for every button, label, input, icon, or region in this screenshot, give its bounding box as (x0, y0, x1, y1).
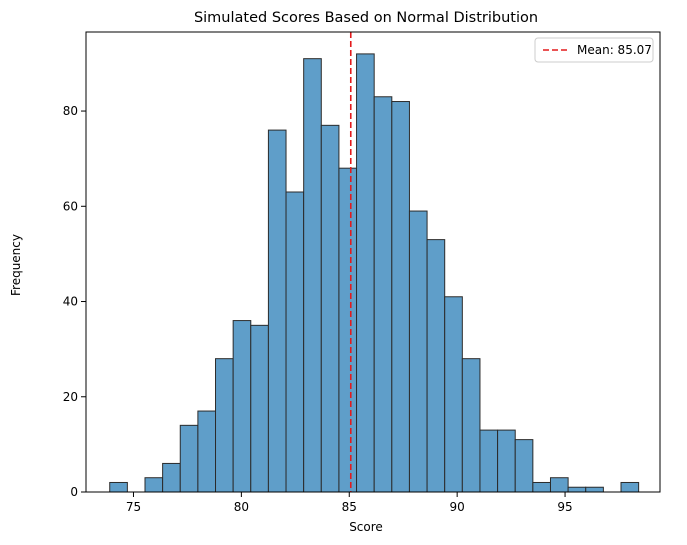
y-tick-label: 20 (63, 390, 78, 404)
histogram-bar (320, 124, 340, 493)
histogram-bar (497, 429, 516, 493)
histogram-bar (549, 477, 569, 493)
histogram-bar (426, 239, 446, 493)
legend: Mean: 85.07 (534, 37, 654, 63)
histogram-bar (408, 210, 428, 493)
plot-frame (85, 31, 661, 493)
histogram-bar (267, 129, 287, 493)
histogram-bar (215, 358, 234, 493)
histogram-bar (461, 358, 481, 493)
y-tick-label: 40 (63, 295, 78, 309)
chart-title: Simulated Scores Based on Normal Distrib… (194, 10, 538, 26)
histogram-bar (356, 53, 375, 493)
y-axis-label: Frequency (9, 234, 23, 296)
histogram-bar (479, 429, 499, 493)
bars-group (109, 53, 640, 493)
y-axis-ticks: 0 20 40 60 80 (63, 104, 86, 499)
histogram-bar (162, 462, 181, 493)
histogram-bar (197, 410, 217, 493)
histogram-bar (585, 486, 604, 493)
histogram-bar (620, 481, 640, 493)
y-tick-label: 80 (63, 104, 78, 118)
histogram-bar (250, 324, 269, 493)
histogram-bar (232, 320, 252, 493)
histogram-bar (444, 296, 463, 493)
histogram-bar (179, 424, 199, 493)
histogram-bar (303, 58, 322, 493)
y-tick-label: 60 (63, 199, 78, 213)
histogram-bar (109, 481, 128, 493)
histogram-bar (338, 167, 358, 493)
x-tick-label: 75 (126, 500, 141, 514)
histogram-bar (514, 439, 534, 493)
histogram-bar (144, 477, 164, 493)
x-axis-label: Score (349, 520, 383, 534)
x-axis-ticks: 75 80 85 90 95 (126, 492, 573, 514)
legend-box (534, 37, 654, 63)
x-tick-label: 80 (234, 500, 249, 514)
y-tick-label: 0 (70, 485, 78, 499)
x-tick-label: 90 (450, 500, 465, 514)
legend-mean-label: Mean: 85.07 (577, 43, 652, 57)
x-tick-label: 85 (342, 500, 357, 514)
histogram-bar (391, 101, 410, 493)
histogram-bar (285, 191, 305, 493)
x-tick-label: 95 (557, 500, 572, 514)
histogram-bar (532, 481, 551, 493)
histogram-bar (373, 96, 393, 493)
histogram-bar (567, 486, 587, 493)
